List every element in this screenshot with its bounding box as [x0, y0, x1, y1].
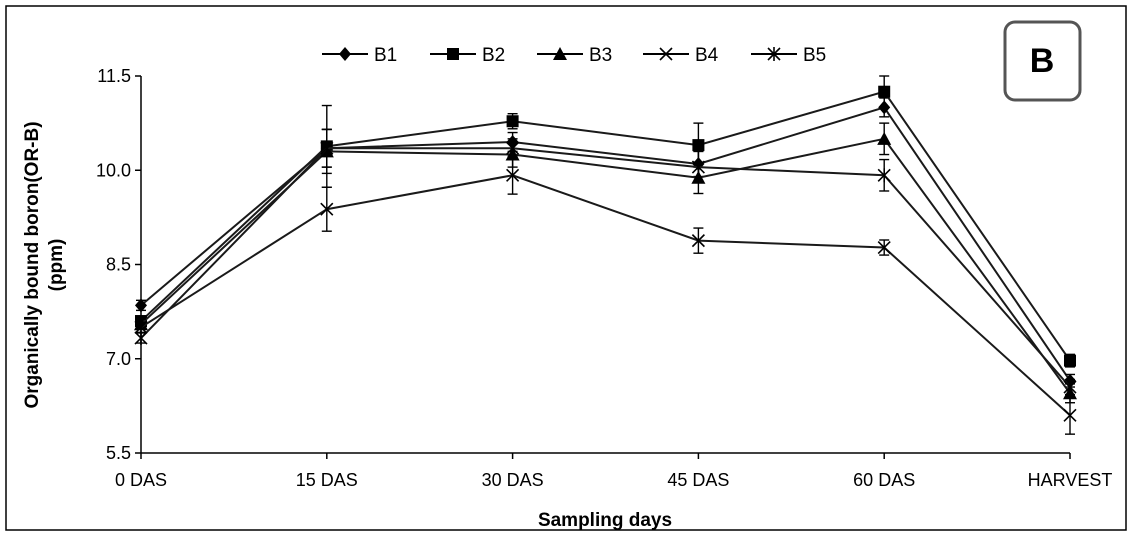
- legend-marker: [553, 47, 567, 60]
- series-line: [140, 147, 1071, 388]
- legend-item-b1: B1: [322, 45, 397, 66]
- marker-stroke: [134, 320, 148, 334]
- marker-stroke: [659, 47, 673, 61]
- data-point: [506, 141, 520, 156]
- data-point: [1063, 408, 1077, 422]
- series-b2: [135, 75, 1076, 368]
- series-b5: [134, 128, 1077, 396]
- marker-stroke: [506, 168, 520, 182]
- legend-item-b4: B4: [643, 45, 719, 66]
- series-line: [140, 90, 1071, 362]
- panel-label: B: [1030, 42, 1055, 80]
- data-point: [1064, 354, 1076, 367]
- data-point: [877, 240, 891, 255]
- panel-label-frame: [1003, 20, 1082, 102]
- y-tick-label: 5.5: [106, 443, 131, 463]
- data-point: [506, 168, 520, 182]
- data-point: [134, 331, 148, 346]
- legend-label: B4: [695, 45, 719, 66]
- x-tick-label: 15 DAS: [296, 470, 358, 490]
- marker-stroke: [320, 202, 334, 216]
- y-axis-title-line-1: Organically bound boron(OR-B): [22, 121, 43, 408]
- x-tick-label: 30 DAS: [482, 470, 544, 490]
- x-axis-ticks: 0 DAS 15 DAS 30 DAS 45 DAS 60 DAS HARVEST: [115, 453, 1112, 490]
- data-point: [692, 139, 705, 152]
- chart-border: [5, 5, 1127, 531]
- series-b4: [134, 155, 1077, 435]
- data-point: [134, 320, 148, 334]
- series-group: [134, 75, 1077, 435]
- x-tick-label: 0 DAS: [115, 470, 167, 490]
- x-tick-label: 45 DAS: [667, 470, 729, 490]
- data-point: [877, 131, 892, 145]
- legend-label: B2: [482, 45, 505, 66]
- y-axis-title: Organically bound boron(OR-B) (ppm): [22, 121, 67, 408]
- data-point: [877, 168, 891, 183]
- y-axis-title-line-2: (ppm): [46, 239, 67, 292]
- legend-marker: [339, 47, 351, 61]
- data-point: [691, 160, 705, 175]
- data-point: [135, 298, 147, 313]
- data-point: [691, 234, 705, 248]
- x-tick-label: HARVEST: [1028, 470, 1113, 490]
- legend-label: B5: [803, 45, 826, 66]
- data-point: [878, 85, 891, 98]
- y-tick-label: 8.5: [106, 255, 131, 275]
- x-tick-label: 60 DAS: [853, 470, 915, 490]
- x-axis-title: Sampling days: [538, 510, 672, 531]
- legend-marker: [659, 47, 673, 61]
- y-tick-label: 11.5: [97, 66, 131, 86]
- panel-label-box: B: [1003, 20, 1082, 102]
- data-point: [320, 141, 334, 156]
- y-tick-label: 7.0: [106, 349, 131, 369]
- legend-item-b5: B5: [751, 45, 826, 66]
- data-point: [506, 115, 519, 128]
- legend-label: B1: [374, 45, 397, 66]
- legend-label: B3: [589, 45, 612, 66]
- legend-item-b3: B3: [537, 45, 612, 66]
- data-point: [320, 202, 334, 216]
- y-axis-ticks: 5.5 7.0 8.5 10.0 11.5: [96, 66, 141, 463]
- legend-marker: [447, 48, 459, 60]
- legend-marker: [767, 47, 781, 61]
- legend-item-b2: B2: [430, 45, 505, 66]
- marker-stroke: [1063, 408, 1077, 422]
- marker-stroke: [691, 234, 705, 248]
- y-tick-label: 10.0: [96, 160, 131, 180]
- marker-stroke: [877, 240, 891, 255]
- series-line: [140, 174, 1071, 417]
- legend: B1 B2 B3 B4 B5: [322, 45, 826, 66]
- data-point: [1063, 380, 1077, 395]
